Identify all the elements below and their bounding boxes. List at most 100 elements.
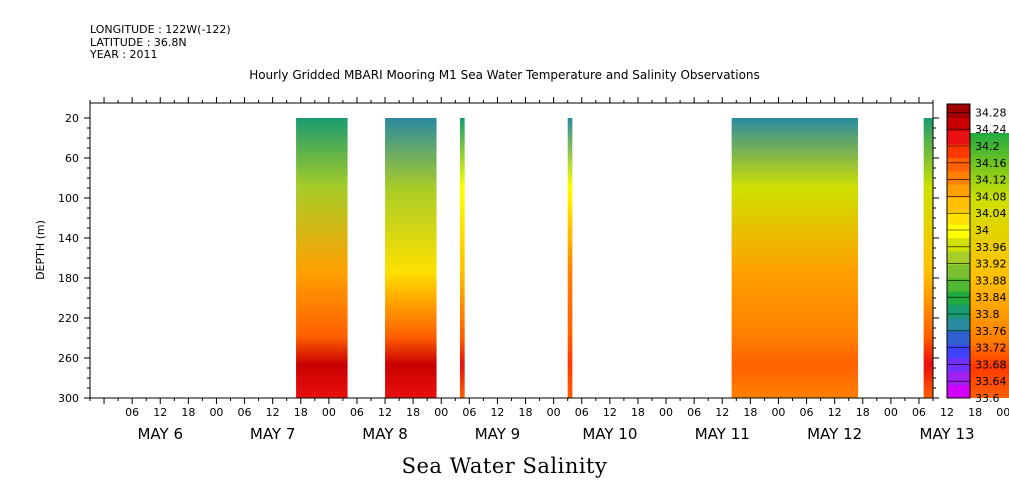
- colorbar-swatch: [947, 384, 970, 399]
- colorbar-swatch: [947, 144, 970, 158]
- x-date-label: MAY 13: [920, 425, 975, 443]
- y-tick-label: 260: [58, 352, 79, 365]
- colorbar-swatch: [947, 184, 970, 199]
- colorbar-label: 33.64: [975, 375, 1007, 388]
- y-tick-label: 220: [58, 312, 79, 325]
- colorbar-label: 33.88: [975, 274, 1007, 287]
- x-hour-label: 00: [547, 406, 561, 419]
- colorbar-swatch: [947, 264, 970, 279]
- colorbar-swatch: [947, 291, 970, 305]
- colorbar-swatch: [947, 130, 970, 145]
- y-ticks: 20 60 100 140 180 220 260 300: [58, 112, 939, 405]
- x-hour-label: 00: [659, 406, 673, 419]
- data-block: [296, 118, 348, 398]
- x-date-label: MAY 10: [582, 425, 637, 443]
- x-hour-label: 12: [266, 406, 280, 419]
- x-hour-label: 18: [968, 406, 982, 419]
- latitude-label: LATITUDE : 36.8N: [90, 35, 187, 49]
- y-axis-label: DEPTH (m): [34, 220, 47, 280]
- x-date-label: MAY 11: [695, 425, 750, 443]
- longitude-label: LONGITUDE : 122W(-122): [90, 23, 231, 36]
- x-hour-label: 12: [153, 406, 167, 419]
- colorbar-swatch: [947, 224, 970, 239]
- y-tick-label: 60: [65, 152, 79, 165]
- colorbar-label: 33.76: [975, 325, 1007, 338]
- colorbar-swatch: [947, 237, 970, 252]
- colorbar: 34.28 34.24 34.2 34.16 34.12 34.08 34.04 34 33.9…: [946, 103, 1007, 405]
- colorbar-label: 34: [975, 224, 989, 237]
- colorbar-label: 33.8: [975, 308, 1000, 321]
- colorbar-swatch: [947, 170, 970, 185]
- x-hour-label: 06: [800, 406, 814, 419]
- x-hour-label: 12: [603, 406, 617, 419]
- colorbar-swatch: [947, 210, 970, 225]
- colorbar-label: 33.68: [975, 358, 1007, 371]
- y-tick-label: 140: [58, 232, 79, 245]
- data-block: [567, 118, 573, 398]
- data-blocks: [296, 118, 1009, 398]
- x-date-label: MAY 7: [250, 425, 296, 443]
- variable-title: Sea Water Salinity: [401, 454, 608, 478]
- colorbar-label: 34.12: [975, 174, 1007, 187]
- x-hour-label: 12: [828, 406, 842, 419]
- x-hour-label: 18: [743, 406, 757, 419]
- data-block: [385, 118, 437, 398]
- x-hour-label: 00: [884, 406, 898, 419]
- metadata-block: LONGITUDE : 122W(-122) LATITUDE : 36.8N …: [90, 23, 231, 62]
- x-hour-label: 12: [940, 406, 954, 419]
- x-date-label: MAY 9: [475, 425, 521, 443]
- x-hour-label: 06: [575, 406, 589, 419]
- colorbar-label: 34.24: [975, 123, 1007, 136]
- x-hour-label: 12: [715, 406, 729, 419]
- x-hour-label: 00: [209, 406, 223, 419]
- colorbar-swatch: [947, 357, 970, 372]
- colorbar-label: 33.92: [975, 258, 1007, 271]
- x-date-label: MAY 12: [807, 425, 862, 443]
- x-hour-label: 06: [462, 406, 476, 419]
- x-hour-label: 18: [181, 406, 195, 419]
- x-hour-label: 06: [125, 406, 139, 419]
- x-hour-label: 06: [687, 406, 701, 419]
- chart-title: Hourly Gridded MBARI Mooring M1 Sea Wate…: [249, 68, 760, 82]
- x-hour-label: 00: [322, 406, 336, 419]
- colorbar-label: 33.6: [975, 392, 1000, 405]
- data-block: [731, 118, 859, 398]
- colorbar-label: 34.16: [975, 157, 1007, 170]
- x-hour-label: 18: [294, 406, 308, 419]
- x-hour-label: 18: [519, 406, 533, 419]
- y-tick-label: 20: [65, 112, 79, 125]
- colorbar-swatch: [947, 277, 970, 292]
- x-hour-label: 12: [378, 406, 392, 419]
- x-hour-label: 18: [631, 406, 645, 419]
- colorbar-label: 34.2: [975, 140, 1000, 153]
- data-block: [923, 118, 933, 398]
- x-date-label: MAY 6: [137, 425, 183, 443]
- x-hour-label: 06: [912, 406, 926, 419]
- y-tick-label: 300: [58, 392, 79, 405]
- colorbar-swatch: [947, 317, 970, 332]
- colorbar-swatch: [947, 197, 970, 212]
- x-hour-label: 00: [434, 406, 448, 419]
- colorbar-swatch: [947, 344, 970, 359]
- y-tick-label: 180: [58, 272, 79, 285]
- colorbar-swatch: [947, 304, 970, 319]
- colorbar-swatch: [947, 251, 970, 265]
- x-ticks: 06 12 18 00 06 12 18 00 06 12 18 00 06 12 18 00 06 12 18 00…: [89, 97, 1009, 443]
- colorbar-label: 33.84: [975, 291, 1007, 304]
- x-date-label: MAY 8: [362, 425, 408, 443]
- colorbar-swatch: [947, 331, 970, 346]
- year-label: YEAR : 2011: [90, 48, 158, 61]
- colorbar-label: 34.28: [975, 106, 1007, 119]
- x-hour-label: 06: [350, 406, 364, 419]
- colorbar-swatch: [947, 371, 970, 386]
- y-tick-label: 100: [58, 192, 79, 205]
- colorbar-swatch: [947, 117, 970, 132]
- colorbar-label: 33.72: [975, 342, 1007, 355]
- data-block: [459, 118, 465, 398]
- x-hour-label: 18: [856, 406, 870, 419]
- x-hour-label: 06: [238, 406, 252, 419]
- colorbar-label: 34.04: [975, 207, 1007, 220]
- x-hour-label: 12: [490, 406, 504, 419]
- x-hour-label: 18: [406, 406, 420, 419]
